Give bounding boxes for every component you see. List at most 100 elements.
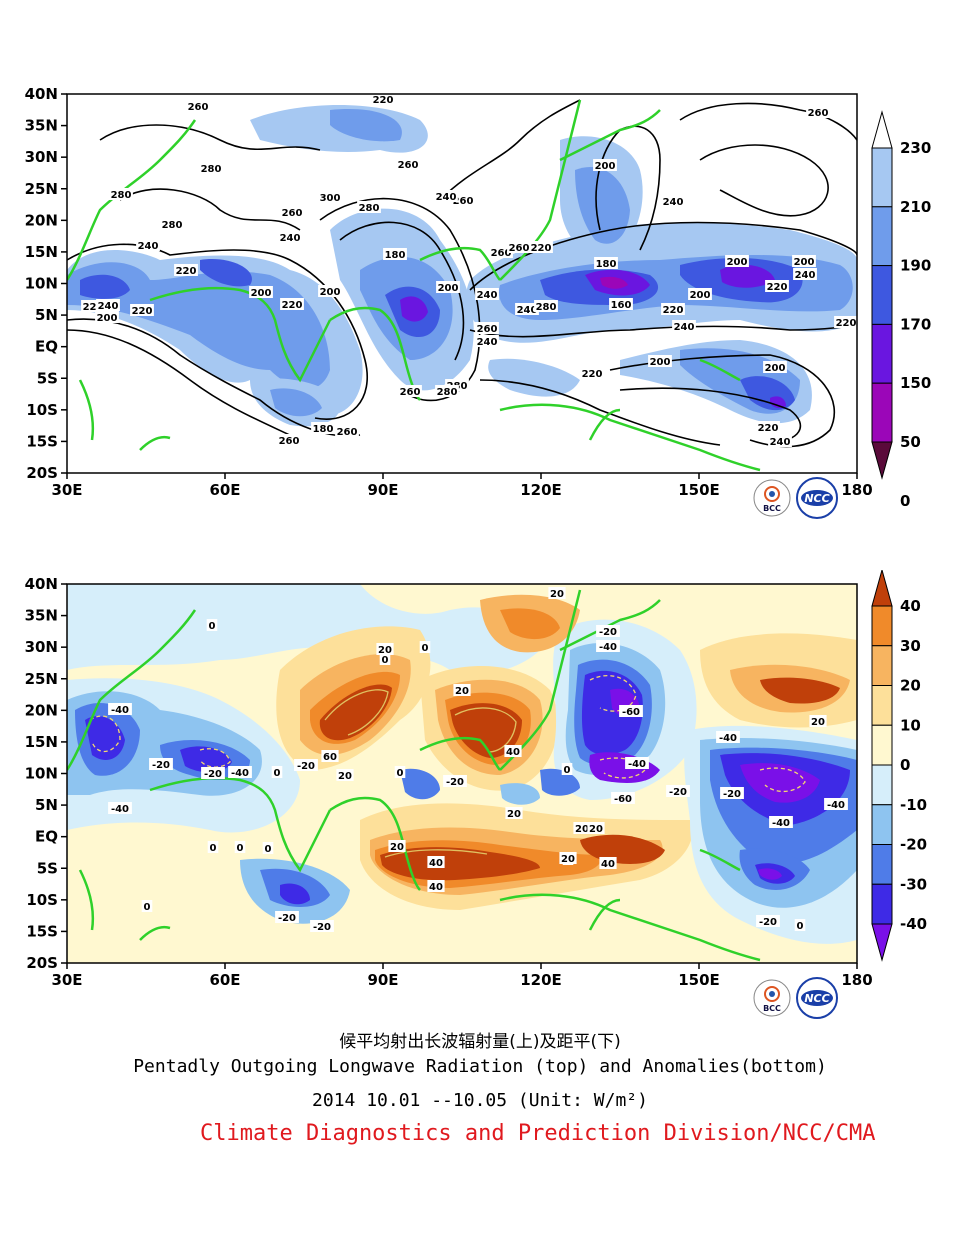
contour-label-bg (792, 255, 816, 267)
contour-label: 0 (274, 768, 281, 779)
colorbar-segment (871, 764, 893, 806)
contour-label: 220 (767, 282, 788, 293)
contour-label-bg (335, 425, 359, 437)
contour-label-bg (625, 757, 649, 769)
contour-label-bg (383, 248, 407, 260)
contour-label: 160 (611, 300, 632, 311)
colorbar-segment (871, 110, 893, 149)
colorbar-segment (871, 265, 893, 325)
contour-label-bg (475, 322, 499, 334)
contour-label: -40 (719, 733, 737, 744)
contour-label: 0 (564, 765, 571, 776)
contour-label: -60 (614, 794, 632, 805)
x-axis: 30E 60E 90E 120E 150E 180 (51, 963, 873, 989)
contour-label: 220 (373, 95, 394, 106)
x-tick-label: 30E (51, 971, 82, 989)
contour-label: 220 (531, 243, 552, 254)
contour-label-bg (619, 705, 643, 717)
contour-label-bg (379, 653, 391, 665)
contour-label-bg (130, 304, 154, 316)
contour-label-bg (149, 758, 173, 770)
contour-label-bg (321, 750, 339, 762)
contour-label-bg (720, 787, 744, 799)
contour-label-bg (201, 767, 225, 779)
contour-label-bg (388, 840, 406, 852)
contour-labels: 2602202802602803002802802602402602402202… (81, 93, 858, 448)
contour-label-bg (648, 355, 672, 367)
contour-label-bg (108, 802, 132, 814)
contour-label-bg (396, 158, 420, 170)
colorbar-label: 190 (900, 257, 931, 275)
contour-label-bg (336, 769, 354, 781)
contour-label-bg (716, 731, 740, 743)
y-tick-label: 30N (25, 638, 58, 656)
contour-label: 280 (201, 164, 222, 175)
contour-label: 260 (477, 324, 498, 335)
contour-label: 200 (765, 363, 786, 374)
contour-label: 220 (132, 306, 153, 317)
colorbar-segment (871, 568, 893, 607)
contour-label: 280 (437, 387, 458, 398)
contour-label-bg (376, 643, 394, 655)
contour-label: 260 (808, 108, 829, 119)
contour-label: -60 (622, 707, 640, 718)
contour-label: -40 (231, 768, 249, 779)
y-axis: 40N 35N 30N 25N 20N 15N 10N 5N EQ 5S 10S 15S 20S (25, 575, 67, 972)
contour-label: 240 (663, 197, 684, 208)
contour-label-bg (277, 434, 301, 446)
contour-label: 20 (455, 686, 469, 697)
x-tick-label: 180 (841, 971, 872, 989)
colorbar-label: 30 (900, 637, 921, 655)
contour-label: -20 (297, 761, 315, 772)
contour-label-bg (434, 190, 458, 202)
contour-label: 60 (323, 752, 337, 763)
contour-label-bg (609, 298, 633, 310)
anomaly-colorbar: 40 30 20 10 0 -10 -20 -30 -40 (871, 568, 927, 962)
svg-text:BCC: BCC (763, 1004, 781, 1013)
contour-label: 180 (385, 250, 406, 261)
contour-label: 200 (794, 257, 815, 268)
y-tick-label: 10N (25, 275, 58, 293)
contour-label: 40 (601, 859, 615, 870)
chinese-title: 候平均射出长波辐射量(上)及距平(下) (339, 1032, 621, 1052)
contour-label: 20 (811, 717, 825, 728)
contour-label-bg (806, 106, 830, 118)
contour-label: 0 (397, 768, 404, 779)
contour-label: 240 (138, 241, 159, 252)
contour-label: 220 (176, 266, 197, 277)
contour-label: -20 (669, 787, 687, 798)
contour-label-bg (427, 856, 445, 868)
contour-label-bg (249, 286, 273, 298)
olr-colorbar: 230 210 190 170 150 50 0 (871, 110, 931, 510)
x-tick-label: 60E (209, 971, 240, 989)
colorbar-segment (871, 923, 893, 962)
contour-label-bg (515, 303, 539, 315)
contour-label-bg (419, 641, 431, 653)
y-tick-label: 10S (26, 401, 58, 419)
contour-label-bg (275, 911, 299, 923)
contour-label: -20 (599, 627, 617, 638)
contour-label-bg (559, 852, 577, 864)
anomaly-shading (67, 584, 857, 944)
contour-label-bg (160, 218, 184, 230)
y-tick-label: 10S (26, 891, 58, 909)
contour-label: 0 (209, 621, 216, 632)
contour-label: 20 (589, 824, 603, 835)
contour-label: 260 (491, 248, 512, 259)
contour-label: -20 (723, 789, 741, 800)
contour-label: 280 (162, 220, 183, 231)
contour-label: -40 (772, 818, 790, 829)
contour-label: 260 (188, 102, 209, 113)
contour-label-bg (580, 367, 604, 379)
contour-label: 220 (836, 318, 857, 329)
x-tick-label: 120E (520, 481, 562, 499)
x-tick-label: 90E (367, 971, 398, 989)
contour-label-bg (228, 766, 252, 778)
contour-label: 20 (338, 771, 352, 782)
contour-label: 200 (650, 357, 671, 368)
colorbar-label: -40 (900, 915, 927, 933)
x-tick-label: 60E (209, 481, 240, 499)
colorbar-label: 10 (900, 716, 921, 734)
colorbar-segment (871, 206, 893, 267)
